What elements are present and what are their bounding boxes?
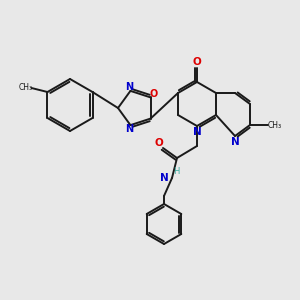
Text: CH₃: CH₃ xyxy=(268,121,282,130)
Text: N: N xyxy=(125,124,134,134)
Text: N: N xyxy=(231,137,239,147)
Text: CH₃: CH₃ xyxy=(18,82,32,91)
Text: O: O xyxy=(193,57,201,67)
Text: O: O xyxy=(149,89,158,99)
Text: N: N xyxy=(160,173,168,183)
Text: O: O xyxy=(154,138,164,148)
Text: N: N xyxy=(125,82,134,92)
Text: H: H xyxy=(173,167,179,176)
Text: N: N xyxy=(193,127,201,137)
